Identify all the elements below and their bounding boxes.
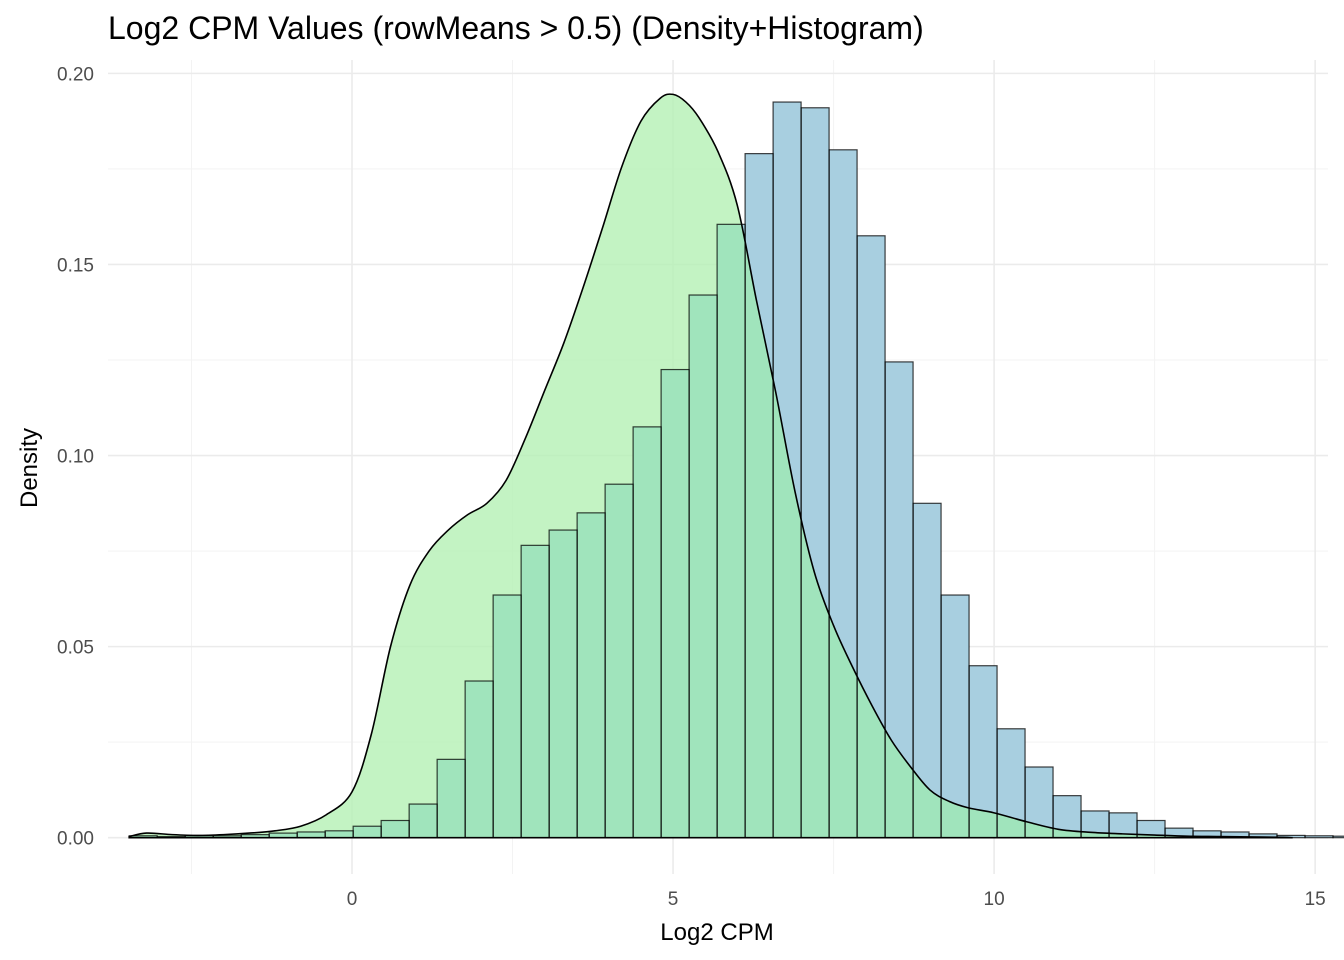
histogram-bar	[1333, 836, 1344, 838]
histogram-bar-overlap	[549, 530, 578, 838]
histogram-bar-overlap	[577, 512, 606, 838]
histogram-bar-overlap	[437, 759, 466, 838]
histogram-bar-overlap	[185, 835, 214, 838]
histogram-bar	[1165, 828, 1194, 838]
histogram-bar	[1249, 833, 1278, 838]
x-tick-label: 10	[984, 889, 1005, 910]
histogram-bar-overlap	[717, 224, 746, 838]
histogram-bar-overlap	[605, 484, 634, 838]
x-tick-label: 0	[347, 889, 358, 910]
y-tick-label: 0.05	[57, 638, 94, 659]
x-tick-label: 15	[1305, 889, 1326, 910]
histogram-bar	[1277, 835, 1306, 838]
histogram-bar-outline	[1332, 835, 1344, 839]
y-tick-label: 0.15	[57, 255, 94, 276]
y-axis-ticks: 0.00 0.05 0.10 0.15 0.20	[57, 64, 94, 849]
histogram-bar-overlap	[241, 834, 270, 838]
y-tick-label: 0.00	[57, 829, 94, 850]
histogram-bar	[1193, 830, 1222, 838]
x-axis-ticks: 0 5 10 15	[347, 889, 1326, 910]
histogram-bar-overlap	[661, 369, 690, 838]
y-axis-title: Density	[16, 428, 43, 508]
histogram-bar	[941, 595, 970, 838]
histogram-bar	[1221, 831, 1250, 838]
histogram-bar-overlap	[381, 820, 410, 838]
histogram-bar-overlap	[409, 804, 438, 838]
histogram-bar-overlap	[129, 835, 158, 838]
histogram-bar	[1305, 835, 1334, 838]
histogram-bar-overlap	[297, 831, 326, 838]
histogram-bar-overlap	[269, 833, 298, 838]
histogram-bar-overlap	[213, 835, 242, 838]
chart-title: Log2 CPM Values (rowMeans > 0.5) (Densit…	[108, 10, 924, 46]
histogram-bar-overlap	[493, 595, 522, 838]
x-tick-label: 5	[668, 889, 679, 910]
x-axis-title: Log2 CPM	[660, 919, 773, 946]
y-tick-label: 0.10	[57, 447, 94, 468]
histogram-bar-overlap	[325, 830, 354, 838]
histogram-bar-overlap	[465, 681, 494, 838]
histogram-bar	[1137, 820, 1166, 838]
histogram-bar-overlap	[521, 545, 550, 838]
y-tick-label: 0.20	[57, 64, 94, 85]
histogram-bar-overlap	[633, 426, 662, 838]
density-curve	[128, 93, 1293, 839]
histogram-bar-overlap	[689, 295, 718, 838]
histogram-bar-overlap	[353, 826, 382, 838]
